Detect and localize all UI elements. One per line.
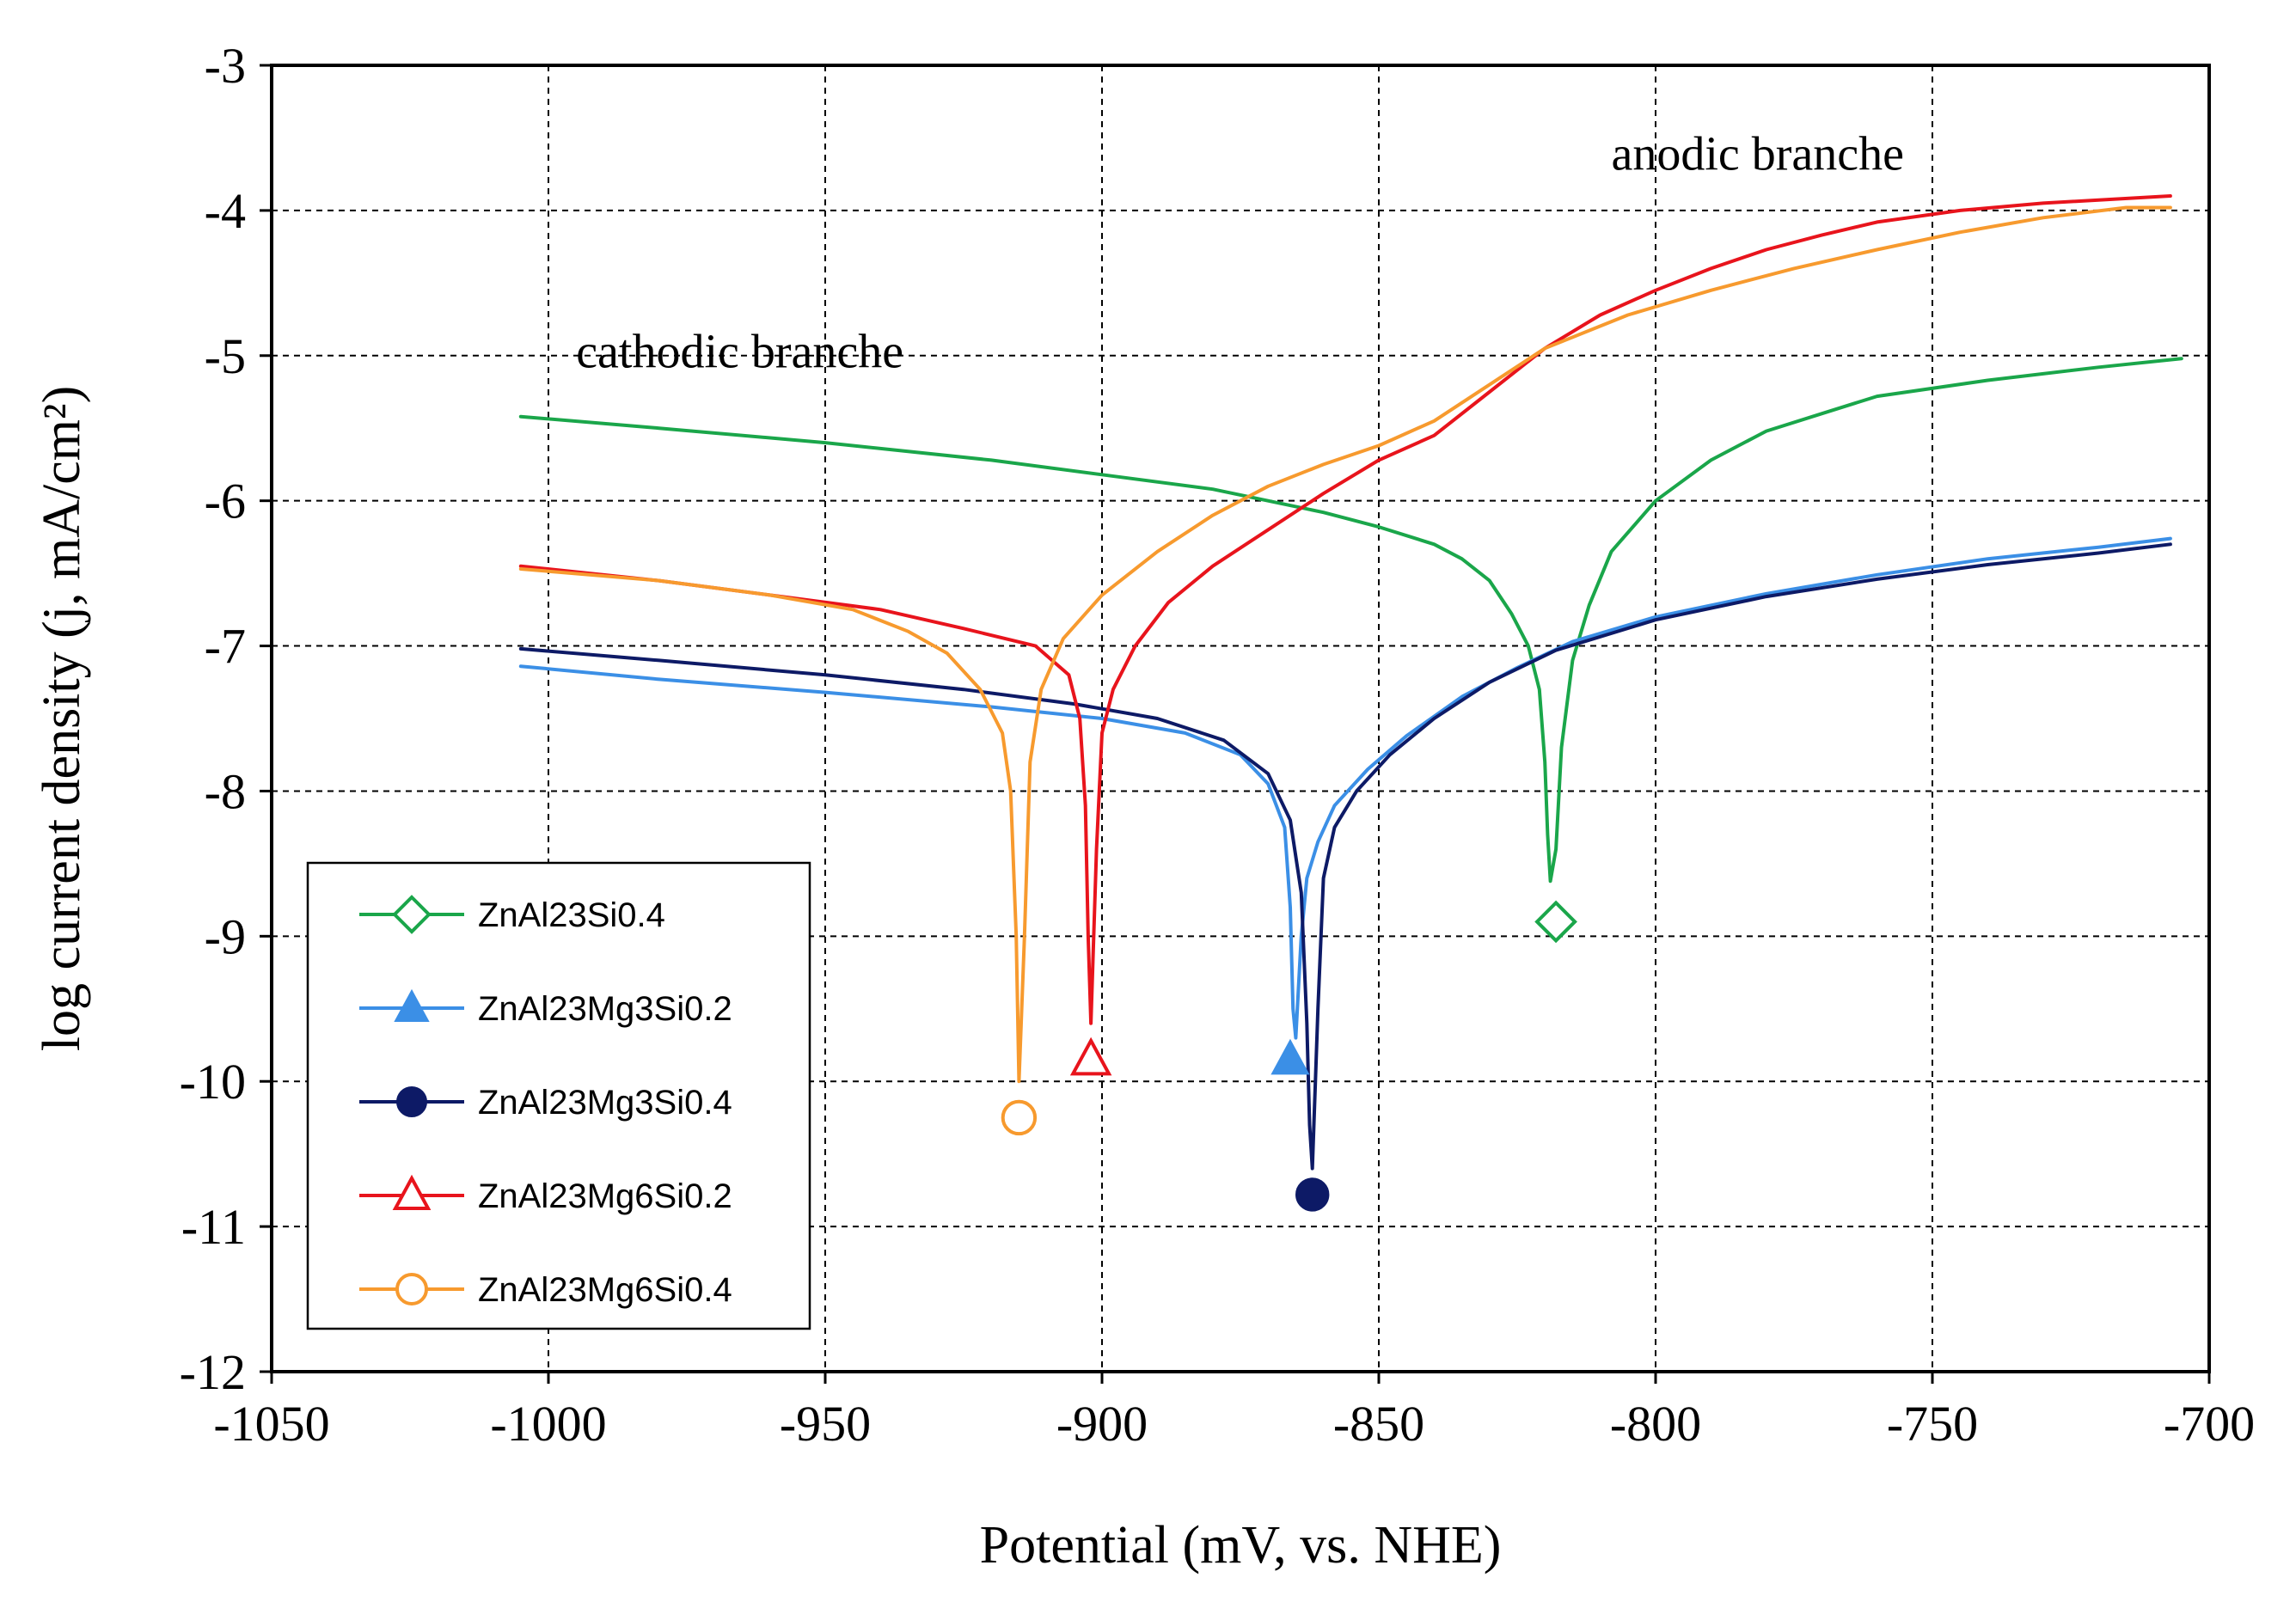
x-tick-label: -900 — [1056, 1396, 1148, 1452]
data-series — [518, 194, 2183, 1171]
legend-label: ZnAl23Mg6Si0.4 — [478, 1271, 732, 1309]
y-tick-label: -7 — [205, 619, 246, 675]
y-tick-label: -9 — [205, 908, 246, 964]
x-tick-label: -750 — [1887, 1396, 1978, 1452]
gridlines — [272, 65, 2209, 1372]
x-tick-label: -950 — [780, 1396, 871, 1452]
legend-marker — [392, 895, 432, 934]
series-markers — [1001, 900, 1577, 1212]
y-axis-ticks: -3 -4 -5 -6 -7 -8 -9 -10 -11 -12 — [180, 38, 272, 1400]
legend-box — [306, 861, 811, 1330]
legend-label: ZnAl23Si0.4 — [478, 896, 665, 934]
legend: ZnAl23Si0.4 ZnAl23Mg3Si0.2 ZnAl23Mg3Si0.4 Z… — [306, 861, 811, 1330]
legend-label: ZnAl23Mg6Si0.2 — [478, 1177, 732, 1215]
y-tick-label: -5 — [205, 328, 246, 384]
series-marker-ZnAl23Mg3Si0.4 — [1295, 1177, 1330, 1212]
y-tick-label: -8 — [205, 763, 246, 819]
anodic-annotation: anodic branche — [1611, 128, 1903, 181]
x-axis-title: Potential (mV, vs. NHE) — [980, 1516, 1502, 1574]
y-tick-label: -4 — [205, 183, 246, 239]
x-tick-label: -800 — [1610, 1396, 1701, 1452]
cathodic-annotation: cathodic branche — [576, 325, 903, 378]
legend-marker — [395, 1273, 428, 1305]
legend-label: ZnAl23Mg3Si0.2 — [478, 990, 732, 1028]
legend-marker — [392, 1174, 432, 1210]
x-tick-label: -1000 — [490, 1396, 606, 1452]
series-line-ZnAl23Si0.4 — [518, 357, 2183, 884]
series-marker-ZnAl23Mg6Si0.4 — [1001, 1099, 1038, 1136]
series-line-ZnAl23Mg3Si0.4 — [518, 542, 2172, 1171]
series-marker-ZnAl23Mg3Si0.2 — [1270, 1038, 1310, 1075]
legend-marker — [396, 1086, 427, 1117]
series-line-ZnAl23Mg6Si0.2 — [518, 194, 2172, 1025]
series-line-ZnAl23Mg3Si0.2 — [518, 536, 2172, 1040]
series-marker-ZnAl23Si0.4 — [1534, 900, 1577, 944]
plot-frame — [270, 64, 2211, 1373]
x-tick-label: -700 — [2164, 1396, 2255, 1452]
y-tick-label: -10 — [180, 1054, 246, 1110]
series-line-ZnAl23Mg6Si0.4 — [518, 205, 2172, 1084]
y-tick-label: -3 — [205, 38, 246, 94]
y-tick-label: -6 — [205, 474, 246, 529]
legend-marker — [394, 988, 430, 1022]
y-tick-label: -12 — [180, 1344, 246, 1400]
y-tick-label: -11 — [181, 1199, 246, 1255]
series-marker-ZnAl23Mg6Si0.2 — [1069, 1036, 1112, 1076]
legend-label: ZnAl23Mg3Si0.4 — [478, 1084, 732, 1122]
x-tick-label: -850 — [1333, 1396, 1424, 1452]
x-axis-ticks: -1050 -1000 -950 -900 -850 -800 -750 -700 — [213, 1372, 2255, 1452]
x-tick-label: -1050 — [213, 1396, 329, 1452]
y-axis-title: log current density (j, mA/cm²) — [33, 386, 91, 1051]
legend-items: ZnAl23Si0.4 ZnAl23Mg3Si0.2 ZnAl23Mg3Si0.4 Z… — [359, 895, 732, 1309]
